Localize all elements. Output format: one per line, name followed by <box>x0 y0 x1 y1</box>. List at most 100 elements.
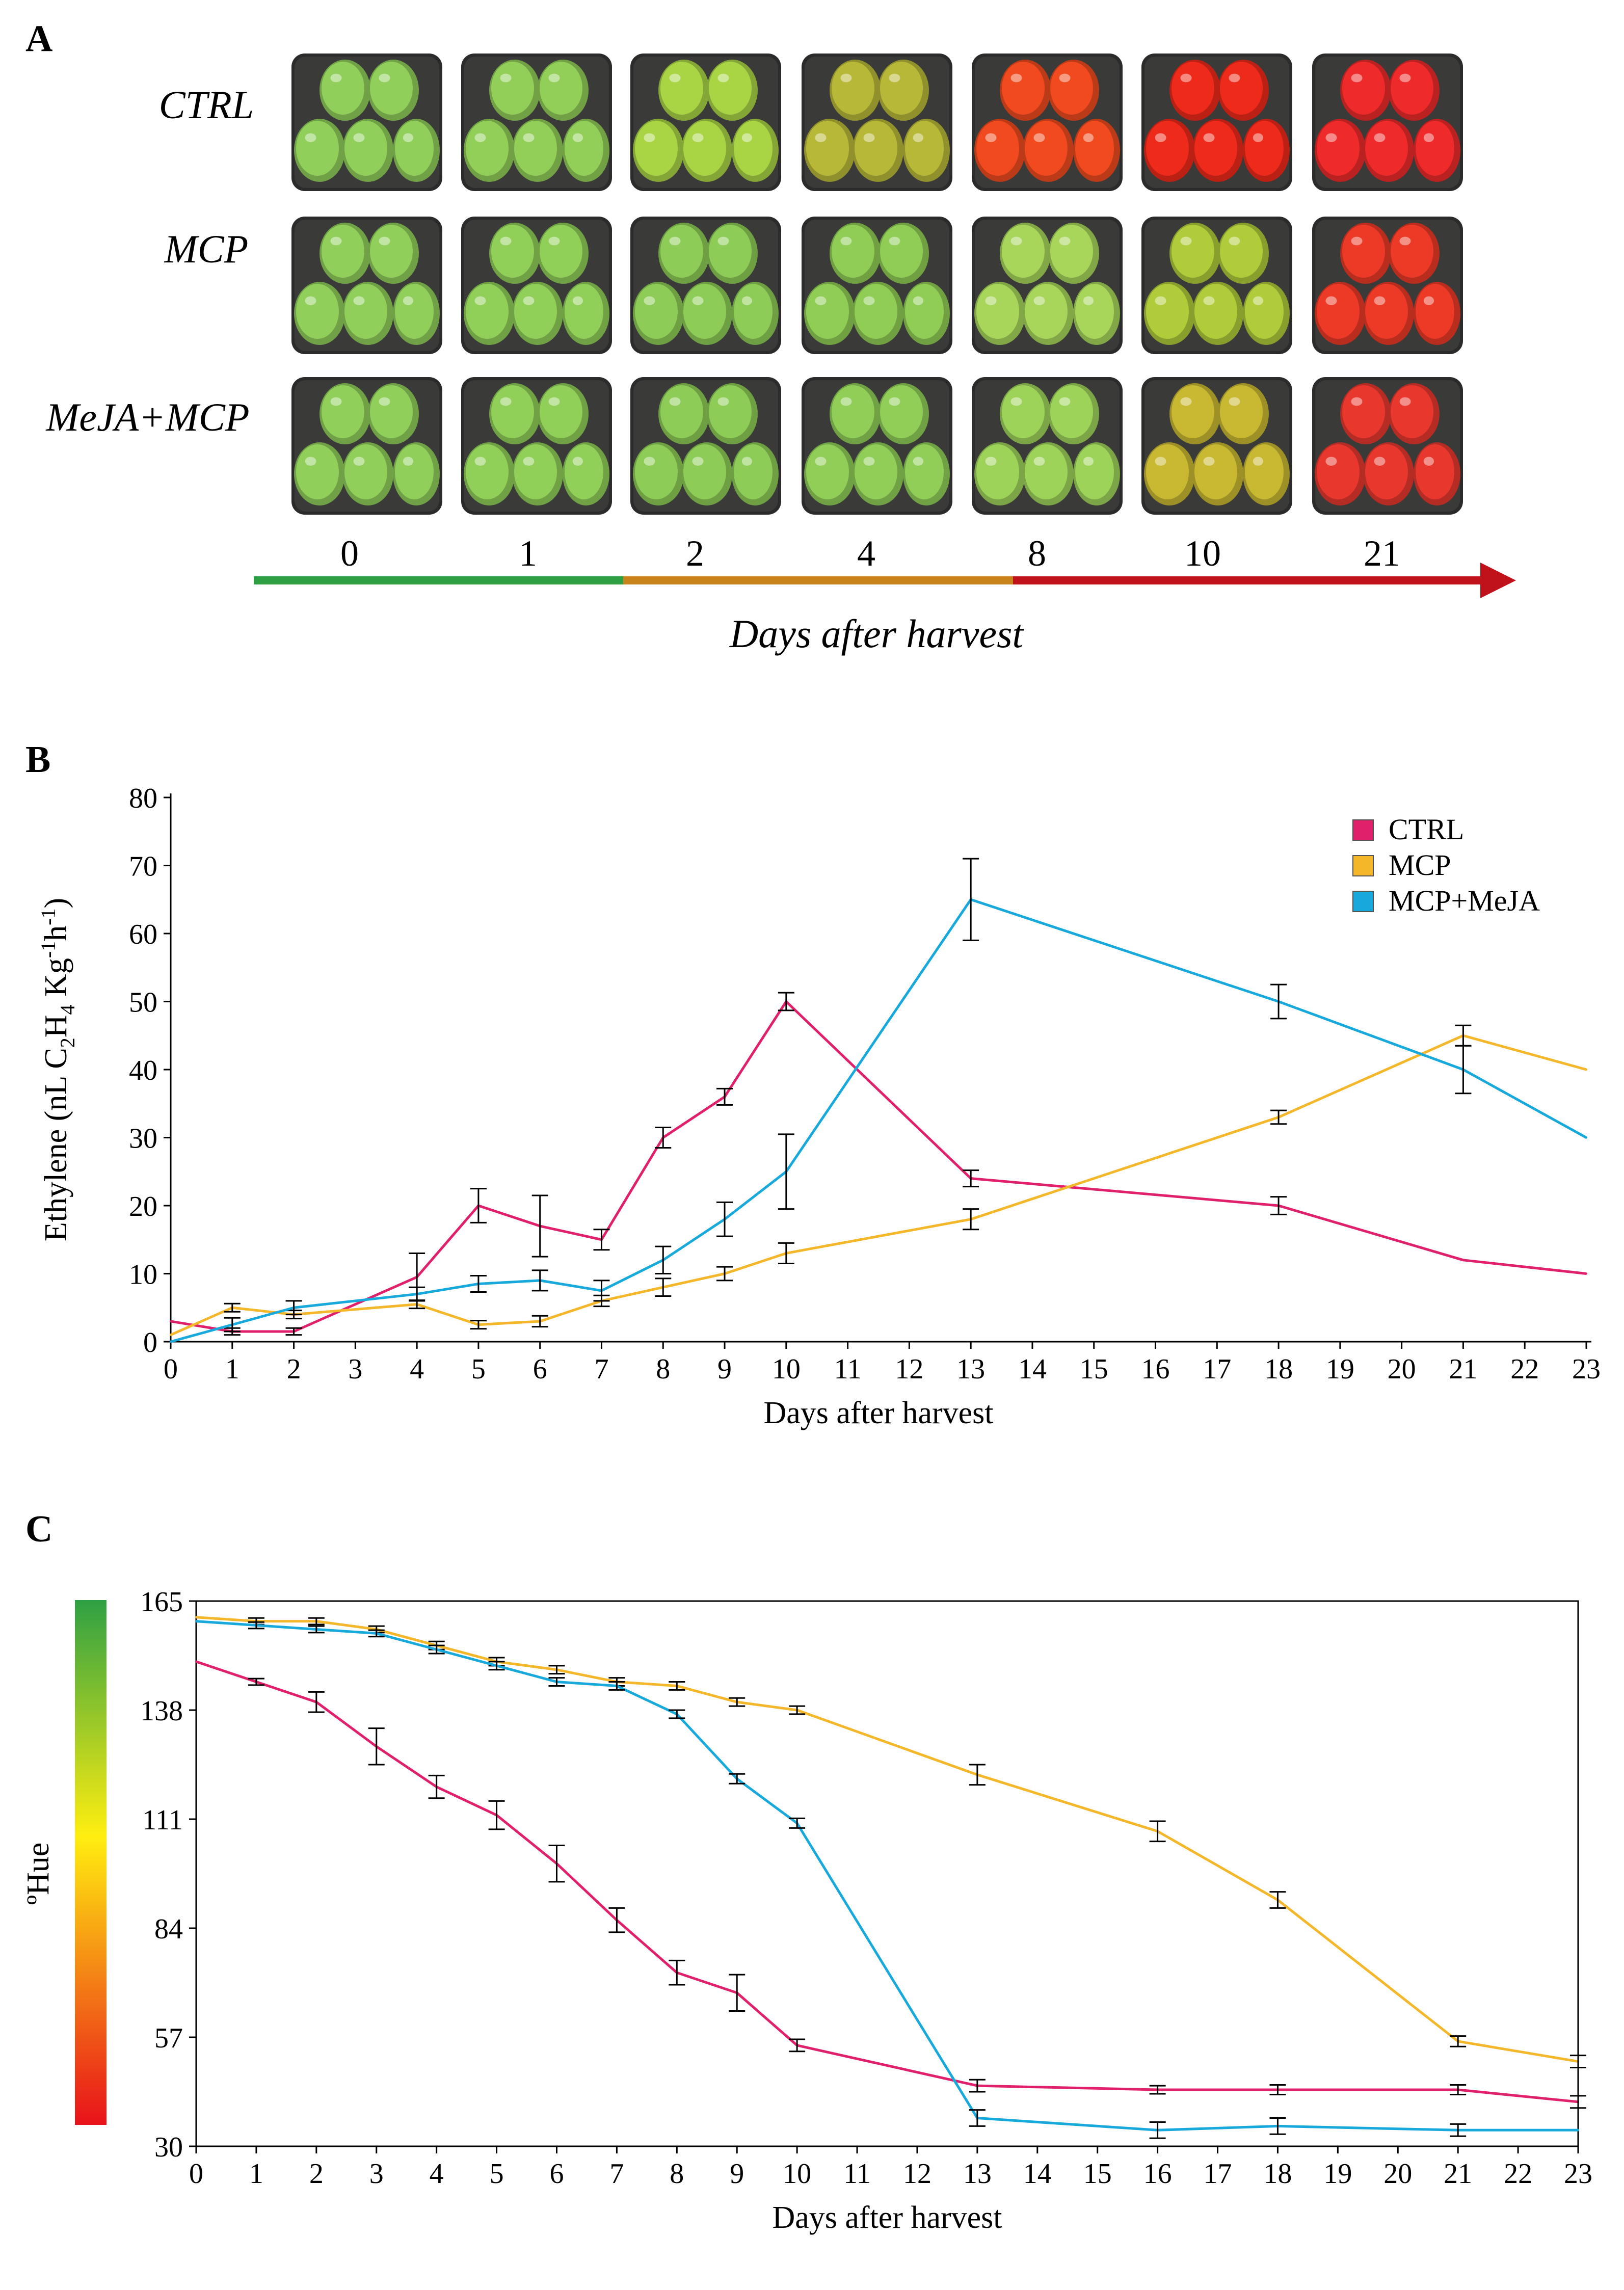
fruit-highlight <box>692 133 704 142</box>
x-tick-label: 18 <box>1263 2158 1292 2190</box>
fruit-shape-face <box>734 284 773 339</box>
fruit-highlight <box>1083 457 1094 466</box>
fruit-highlight <box>1203 457 1215 466</box>
fruit-photo-tile <box>1312 377 1463 515</box>
hue-colorbar <box>75 1600 107 2125</box>
fruit-shape-face <box>1002 62 1045 115</box>
fruit-highlight <box>1229 73 1240 83</box>
x-tick-label: 0 <box>189 2158 203 2190</box>
fruit-highlight <box>741 133 753 142</box>
fruit-shape-face <box>370 225 413 278</box>
fruit-highlight <box>500 236 512 246</box>
fruit-shape-face <box>322 225 364 278</box>
fruit-highlight <box>305 457 316 466</box>
x-tick-label: 14 <box>1023 2158 1052 2190</box>
fruit-highlight <box>523 296 535 305</box>
fruit-photo-tile <box>1141 217 1292 354</box>
y-tick-label: 57 <box>154 2022 183 2054</box>
fruit-highlight <box>1399 236 1411 246</box>
fruit-shape-face <box>1025 284 1068 339</box>
fruit-shape-face <box>734 121 773 176</box>
fruit-shape-face <box>296 284 339 339</box>
row-label: MeJA+MCP <box>45 395 249 439</box>
panel-letter-c: C <box>25 1508 52 1550</box>
fruit-highlight <box>305 133 316 142</box>
fruit-shape-face <box>344 444 387 499</box>
fruit-highlight <box>548 397 560 406</box>
fruit-shape-face <box>540 62 582 115</box>
fruit-highlight <box>913 457 924 466</box>
series-mcp <box>170 1024 1587 1336</box>
fruit-shape-face <box>296 444 339 499</box>
x-tick-label: 10 <box>772 1353 801 1385</box>
series-line <box>196 1616 1579 2063</box>
fruit-shape-face <box>1050 62 1093 115</box>
series-mcp <box>195 1616 1586 2068</box>
fruit-highlight <box>1351 397 1363 406</box>
y-axis-title-part: 2 <box>56 1037 79 1048</box>
fruit-highlight <box>523 133 535 142</box>
fruit-shape-face <box>709 62 752 115</box>
fruit-highlight <box>1155 457 1166 466</box>
fruit-shape-face <box>709 385 752 438</box>
fruit-shape-face <box>322 385 364 438</box>
panel-a: A CTRL MCP MeJA+MCP 0 1 2 4 8 10 21 Days after h… <box>25 18 1516 656</box>
x-tick-label: 20 <box>1388 1353 1416 1385</box>
fruit-highlight <box>500 397 512 406</box>
data-point <box>1577 2129 1579 2132</box>
x-tick-label: 12 <box>903 2158 931 2190</box>
fruit-shape-face <box>683 444 726 499</box>
fruit-highlight <box>379 73 390 83</box>
y-axis-title-part: -1 <box>37 909 60 925</box>
fruit-shape-face <box>1075 444 1114 499</box>
fruit-highlight <box>1423 457 1434 466</box>
x-tick-label: 1 <box>249 2158 263 2190</box>
fruit-shape-face <box>1342 225 1385 278</box>
fruit-highlight <box>717 397 729 406</box>
y-axis-title: ºHue <box>21 1843 56 1905</box>
data-point <box>170 1334 172 1336</box>
fruit-shape-face <box>855 284 897 339</box>
fruit-highlight <box>863 296 875 305</box>
fruit-shape-face <box>1342 385 1385 438</box>
fruit-photo-tile <box>972 54 1123 191</box>
x-tick-label: 15 <box>1083 2158 1112 2190</box>
fruit-shape-face <box>1317 121 1360 176</box>
x-tick-label: 21 <box>1449 1353 1477 1385</box>
fruit-shape-face <box>370 62 413 115</box>
x-tick-label: 21 <box>1444 2158 1472 2190</box>
fruit-shape-face <box>683 121 726 176</box>
fruit-highlight <box>644 296 655 305</box>
fruit-shape-face <box>395 284 434 339</box>
fruit-highlight <box>1083 296 1094 305</box>
data-point <box>170 1341 172 1343</box>
fruit-highlight <box>379 236 390 246</box>
x-tick-label: 7 <box>594 1353 608 1385</box>
x-tick-label: 16 <box>1141 1353 1170 1385</box>
y-axis-title-part: H <box>39 1015 73 1037</box>
fruit-shape-face <box>905 284 944 339</box>
fruit-shape-face <box>1146 121 1189 176</box>
fruit-highlight <box>1325 133 1337 142</box>
fruit-highlight <box>644 457 655 466</box>
fruit-highlight <box>863 457 875 466</box>
legend-swatch <box>1352 819 1374 841</box>
y-tick-label: 40 <box>129 1055 157 1086</box>
fruit-photo-tile <box>1312 54 1463 191</box>
fruit-shape-face <box>466 444 509 499</box>
x-tick-label: 6 <box>549 2158 564 2190</box>
day-labels: 0 1 2 4 8 10 21 <box>340 533 1400 574</box>
x-tick-label: 3 <box>369 2158 384 2190</box>
fruit-highlight <box>985 133 997 142</box>
x-tick-label: 16 <box>1143 2158 1172 2190</box>
fruit-shape-face <box>806 284 849 339</box>
fruit-shape-face <box>1416 121 1454 176</box>
timeline-label: Days after harvest <box>729 611 1025 656</box>
photo-grid <box>291 54 1463 515</box>
x-tick-label: 0 <box>164 1353 178 1385</box>
fruit-shape-face <box>565 284 603 339</box>
y-axis-title-part: -1 <box>37 941 60 958</box>
x-tick-label: 1 <box>225 1353 239 1385</box>
fruit-photo-tile <box>291 54 442 191</box>
